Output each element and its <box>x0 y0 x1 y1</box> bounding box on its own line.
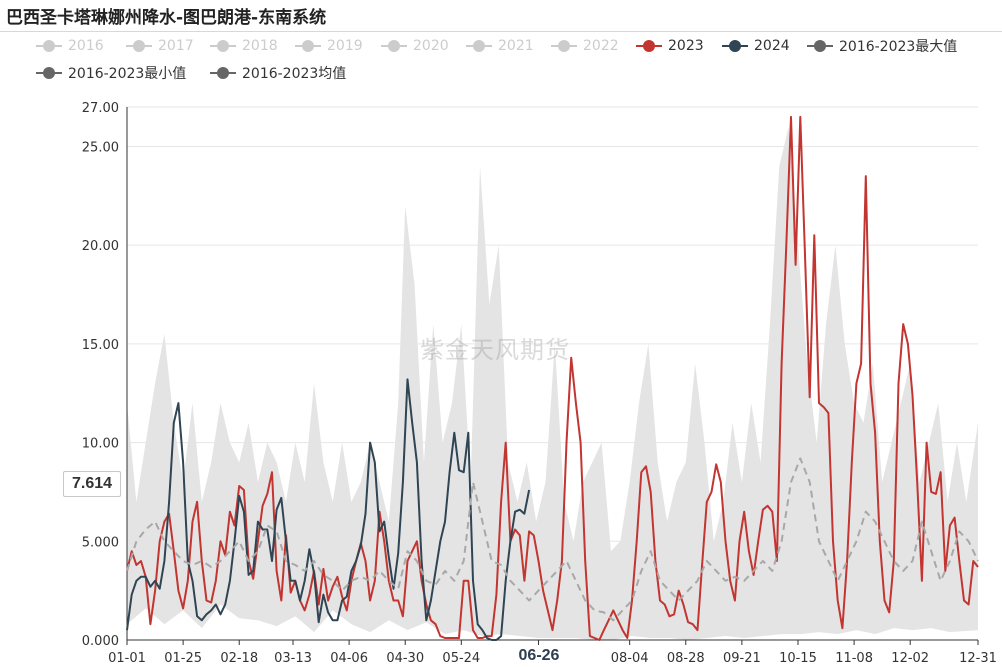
y-tick-label: 0.000 <box>82 634 119 649</box>
legend-marker-icon <box>210 66 236 80</box>
x-tick-label: 01-01 <box>108 651 146 666</box>
y-tick-label: 25.00 <box>82 140 119 155</box>
x-tick-label: 02-18 <box>220 651 258 666</box>
x-tick-label: 11-08 <box>835 651 873 666</box>
series-line-2 <box>126 457 979 622</box>
max-min-band <box>127 126 978 641</box>
legend-item-8[interactable]: 2024 <box>722 36 790 56</box>
x-tick-label: 05-24 <box>442 651 480 666</box>
title-divider <box>0 31 1002 32</box>
legend-item-7[interactable]: 2023 <box>636 36 704 56</box>
legend-item-11[interactable]: 2016-2023均值 <box>210 63 346 83</box>
y-tick-label: 15.00 <box>82 338 119 353</box>
legend-item-3[interactable]: 2019 <box>295 36 363 56</box>
series-line-1 <box>126 378 531 641</box>
x-tick-label: 12-02 <box>891 651 929 666</box>
pointer-x-label: 06-26 <box>507 645 571 667</box>
legend-label: 2016-2023最大值 <box>839 39 958 55</box>
legend-marker-icon <box>295 39 321 53</box>
legend-marker-icon <box>722 39 748 53</box>
legend-marker-icon <box>126 39 152 53</box>
legend-label: 2021 <box>498 38 534 54</box>
legend-label: 2024 <box>754 38 790 54</box>
legend-item-1[interactable]: 2017 <box>126 36 194 56</box>
legend-marker-icon <box>466 39 492 53</box>
x-tick-label: 01-25 <box>164 651 202 666</box>
legend-label: 2023 <box>668 38 704 54</box>
x-tick-label: 04-06 <box>330 651 368 666</box>
x-tick-label: 08-04 <box>611 651 649 666</box>
legend-item-6[interactable]: 2022 <box>551 36 619 56</box>
x-tick-label: 08-28 <box>667 651 705 666</box>
legend-marker-icon <box>551 39 577 53</box>
legend-item-5[interactable]: 2021 <box>466 36 534 56</box>
legend-marker-icon <box>807 39 833 53</box>
x-tick-label: 04-30 <box>386 651 424 666</box>
pointer-y-label: 7.614 <box>63 471 121 497</box>
x-tick-label: 03-13 <box>274 651 312 666</box>
chart-title: 巴西圣卡塔琳娜州降水-图巴朗港-东南系统 <box>6 8 327 28</box>
legend-label: 2020 <box>413 38 449 54</box>
legend-label: 2016-2023均值 <box>242 66 347 82</box>
x-tick-label: 12-31 <box>959 651 997 666</box>
y-tick-label: 10.00 <box>82 437 119 452</box>
legend-label: 2019 <box>327 38 363 54</box>
watermark: 紫金天风期货 <box>420 336 570 364</box>
y-tick-label: 27.00 <box>82 101 119 116</box>
legend-marker-icon <box>210 39 236 53</box>
legend-label: 2016 <box>68 38 104 54</box>
x-tick-label: 09-21 <box>723 651 761 666</box>
legend-item-2[interactable]: 2018 <box>210 36 278 56</box>
legend-item-10[interactable]: 2016-2023最小值 <box>36 63 186 83</box>
legend-marker-icon <box>36 66 62 80</box>
legend-item-9[interactable]: 2016-2023最大值 <box>807 36 957 56</box>
x-tick-label: 10-15 <box>779 651 817 666</box>
y-tick-label: 20.00 <box>82 239 119 254</box>
series-line-0 <box>126 115 979 641</box>
legend-marker-icon <box>636 39 662 53</box>
legend-item-4[interactable]: 2020 <box>381 36 449 56</box>
legend-label: 2016-2023最小值 <box>68 66 187 82</box>
legend-item-0[interactable]: 2016 <box>36 36 104 56</box>
legend-marker-icon <box>381 39 407 53</box>
legend-label: 2022 <box>583 38 619 54</box>
legend-label: 2017 <box>158 38 194 54</box>
legend-marker-icon <box>36 39 62 53</box>
legend-label: 2018 <box>242 38 278 54</box>
y-tick-label: 5.000 <box>82 535 119 550</box>
